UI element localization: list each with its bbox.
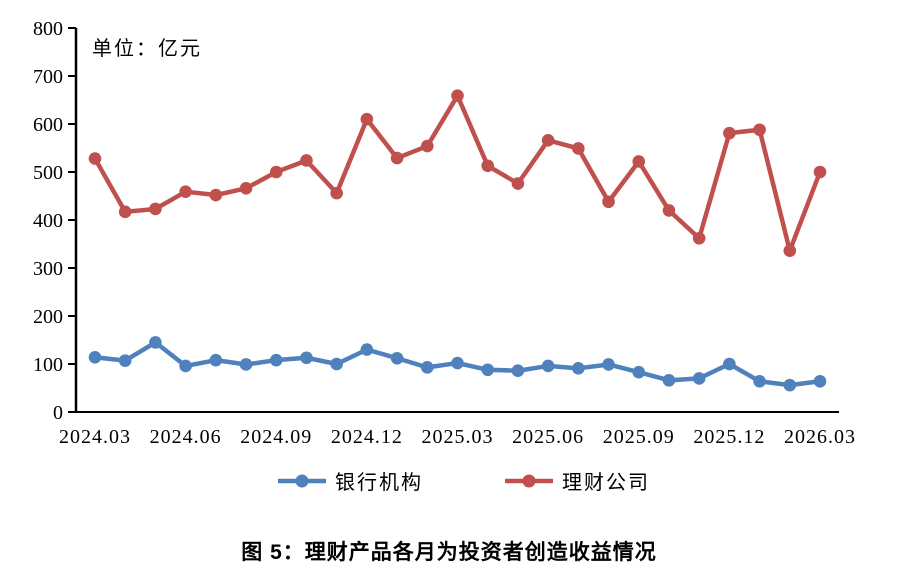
svg-text:2025.06: 2025.06 (512, 426, 584, 448)
chart-title: 图 5：理财产品各月为投资者创造收益情况 (241, 541, 657, 564)
svg-text:2024.03: 2024.03 (59, 426, 131, 448)
svg-text:2024.06: 2024.06 (150, 426, 222, 448)
svg-text:2025.12: 2025.12 (693, 426, 765, 448)
svg-text:0: 0 (53, 402, 63, 424)
svg-text:500: 500 (33, 162, 63, 184)
svg-text:600: 600 (33, 114, 63, 136)
svg-text:2026.03: 2026.03 (784, 426, 856, 448)
svg-text:2024.09: 2024.09 (240, 426, 312, 448)
svg-text:400: 400 (33, 210, 63, 232)
svg-text:700: 700 (33, 66, 63, 88)
svg-text:2025.03: 2025.03 (422, 426, 494, 448)
unit-label: 单位：亿元 (92, 38, 202, 60)
legend-label-company: 理财公司 (562, 472, 650, 494)
legend-item-bank: 银行机构 (278, 466, 423, 495)
svg-text:300: 300 (33, 258, 63, 280)
svg-text:2025.09: 2025.09 (603, 426, 675, 448)
bank-series-swatch-icon (278, 474, 326, 487)
company-series-swatch-icon (505, 474, 553, 487)
legend-label-bank: 银行机构 (335, 472, 423, 494)
svg-text:100: 100 (33, 354, 63, 376)
chart-legend: 银行机构 理财公司 (0, 466, 898, 495)
svg-text:800: 800 (33, 18, 63, 40)
svg-text:200: 200 (33, 306, 63, 328)
svg-text:2024.12: 2024.12 (331, 426, 403, 448)
line-chart-plot-area: 0 100 200 300 400 500 600 700 800 2024.03 2024.06 2… (33, 18, 856, 448)
legend-item-company: 理财公司 (505, 466, 650, 495)
